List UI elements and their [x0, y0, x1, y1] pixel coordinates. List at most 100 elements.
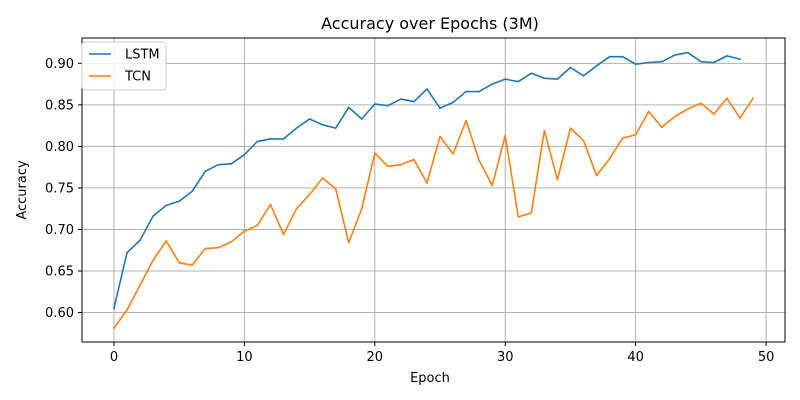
- data-point-lstm: [465, 90, 467, 93]
- data-point-tcn: [752, 97, 754, 100]
- data-point-tcn: [595, 174, 598, 177]
- data-point-tcn: [243, 230, 246, 232]
- legend-label-tcn: TCN: [124, 70, 151, 85]
- data-point-lstm: [387, 104, 389, 107]
- data-point-lstm: [595, 65, 598, 67]
- data-point-tcn: [204, 247, 207, 250]
- data-point-lstm: [308, 118, 311, 120]
- data-point-tcn: [256, 224, 259, 227]
- data-point-tcn: [269, 203, 272, 206]
- y-tick-label: 0.65: [45, 264, 74, 279]
- data-point-lstm: [439, 107, 441, 109]
- data-point-tcn: [139, 284, 141, 286]
- x-tick-label: 10: [236, 350, 253, 365]
- data-point-tcn: [387, 165, 389, 168]
- data-point-tcn: [634, 133, 637, 136]
- data-point-lstm: [543, 77, 546, 80]
- data-point-tcn: [230, 241, 233, 243]
- data-point-lstm: [374, 103, 376, 105]
- y-tick-label: 0.70: [45, 223, 74, 238]
- data-point-lstm: [530, 72, 533, 75]
- data-point-tcn: [374, 152, 376, 154]
- data-point-lstm: [608, 55, 611, 58]
- data-point-lstm: [165, 204, 167, 207]
- y-axis-title: Accuracy: [15, 160, 30, 220]
- data-point-lstm: [569, 66, 572, 69]
- y-tick-label: 0.90: [45, 57, 74, 72]
- x-tick-label: 50: [758, 350, 775, 365]
- data-point-lstm: [178, 200, 180, 203]
- data-point-lstm: [126, 251, 128, 254]
- data-point-lstm: [400, 98, 402, 100]
- series-line-tcn: [112, 97, 755, 330]
- data-point-lstm: [660, 60, 663, 63]
- data-point-tcn: [673, 115, 676, 118]
- legend: LSTM TCN: [81, 41, 167, 91]
- x-tick-label: 30: [497, 350, 514, 365]
- data-point-lstm: [634, 63, 637, 65]
- data-point-tcn: [504, 134, 507, 137]
- data-point-lstm: [243, 153, 246, 156]
- data-point-tcn: [217, 246, 220, 249]
- data-point-lstm: [726, 55, 728, 57]
- data-point-tcn: [465, 119, 467, 122]
- data-point-tcn: [113, 327, 115, 330]
- data-point-lstm: [269, 138, 272, 140]
- data-point-tcn: [726, 97, 728, 100]
- data-point-lstm: [582, 74, 585, 77]
- data-point-tcn: [347, 241, 350, 244]
- data-point-tcn: [152, 259, 154, 261]
- y-tick-label: 0.60: [45, 306, 74, 321]
- data-point-lstm: [491, 83, 493, 85]
- y-tick-label: 0.75: [45, 181, 74, 196]
- data-point-lstm: [321, 124, 324, 126]
- data-point-tcn: [608, 158, 611, 160]
- data-point-tcn: [360, 207, 363, 210]
- data-point-lstm: [700, 60, 702, 63]
- data-point-tcn: [321, 177, 324, 179]
- data-point-lstm: [556, 78, 559, 80]
- y-tick-label: 0.85: [45, 98, 74, 113]
- data-point-tcn: [126, 309, 128, 311]
- data-point-lstm: [139, 239, 141, 242]
- data-point-tcn: [452, 153, 454, 155]
- x-tick-label: 40: [627, 350, 644, 365]
- data-point-tcn: [426, 182, 428, 184]
- data-point-tcn: [308, 193, 311, 196]
- data-point-lstm: [230, 163, 233, 165]
- data-point-tcn: [660, 126, 663, 129]
- data-point-lstm: [426, 88, 428, 90]
- data-point-tcn: [439, 135, 441, 138]
- data-point-lstm: [621, 55, 624, 58]
- data-point-tcn: [400, 163, 402, 166]
- data-point-tcn: [478, 159, 480, 162]
- data-point-tcn: [543, 129, 546, 132]
- data-point-lstm: [739, 58, 741, 60]
- x-axis-title: Epoch: [410, 371, 450, 386]
- data-point-tcn: [282, 233, 285, 236]
- data-point-lstm: [517, 80, 520, 83]
- data-point-tcn: [687, 108, 689, 110]
- data-point-tcn: [556, 178, 559, 181]
- data-point-lstm: [713, 61, 715, 64]
- data-point-lstm: [152, 215, 154, 217]
- grid: [82, 38, 785, 342]
- data-point-tcn: [178, 261, 180, 264]
- data-point-lstm: [687, 51, 689, 54]
- plot-frame: [81, 37, 786, 343]
- data-point-tcn: [530, 212, 533, 214]
- data-point-tcn: [165, 240, 167, 242]
- axis-ticks: 0 10 20 30 40 50 0.60 0.65 0.70 0.75 0.80 0.85 0.90: [45, 57, 774, 365]
- data-point-lstm: [413, 100, 415, 103]
- data-point-lstm: [204, 170, 207, 173]
- data-point-tcn: [517, 216, 520, 218]
- data-point-lstm: [113, 307, 115, 310]
- x-tick-label: 20: [367, 350, 384, 365]
- data-point-tcn: [191, 264, 194, 266]
- series-layer: [112, 51, 755, 330]
- data-point-tcn: [569, 127, 572, 129]
- data-point-lstm: [347, 106, 350, 109]
- data-point-lstm: [673, 54, 676, 56]
- data-point-lstm: [504, 78, 507, 80]
